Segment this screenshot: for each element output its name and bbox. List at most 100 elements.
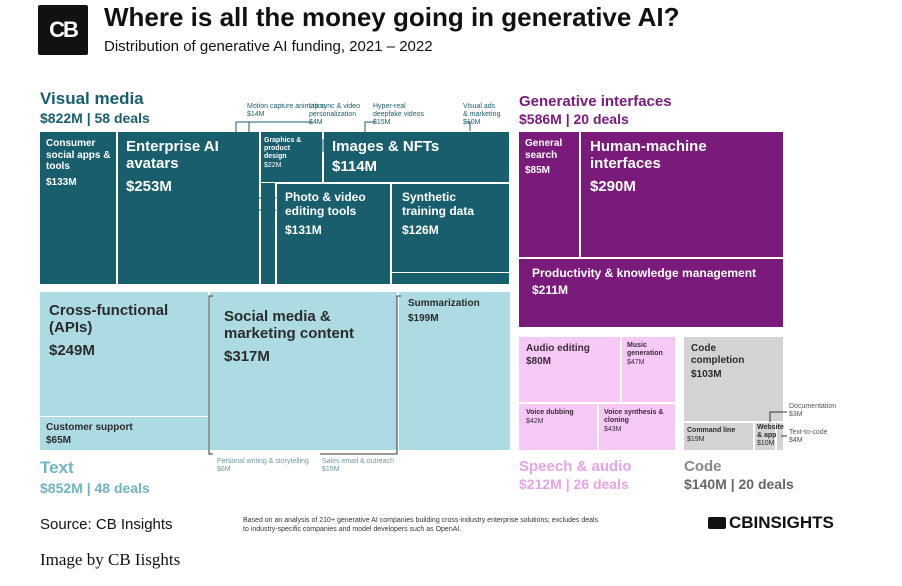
tile-value: $290M bbox=[590, 178, 636, 195]
chart-title: Where is all the money going in generati… bbox=[104, 2, 680, 32]
tile-graphics-design: Graphics & product design $22M bbox=[260, 131, 323, 183]
tile-general-search: General search $85M bbox=[518, 131, 580, 258]
callout-motion-capture: Motion capture animation $14M bbox=[247, 103, 326, 119]
tile-label: Graphics & product design bbox=[264, 137, 302, 161]
cbinsights-logo-icon bbox=[708, 517, 726, 529]
tile-label: Voice synthesis & cloning bbox=[604, 409, 664, 425]
tile-label: Command line bbox=[687, 427, 736, 434]
group-name-code: Code bbox=[684, 458, 722, 475]
group-stats-speech-audio: $212M | 26 deals bbox=[519, 476, 629, 492]
tile-label: Consumer social apps & tools bbox=[46, 138, 111, 172]
tile-value: $42M bbox=[526, 418, 544, 425]
tile-label: Human-machine interfaces bbox=[590, 138, 707, 173]
tile-label: Productivity & knowledge management bbox=[532, 266, 757, 280]
tile-value: $22M bbox=[264, 162, 282, 169]
tile-value: $249M bbox=[49, 342, 95, 359]
tile-audio-editing: Audio editing $80M bbox=[518, 336, 621, 403]
callout-label: Motion capture animation bbox=[247, 103, 326, 110]
callout-value: $10M bbox=[463, 119, 481, 127]
leader-deepfake bbox=[322, 121, 375, 152]
tile-label: Summarization bbox=[408, 298, 480, 309]
tile-website-app bbox=[754, 422, 776, 451]
tile-value: $199M bbox=[408, 313, 439, 324]
tile-voice-dubbing: Voice dubbing $42M bbox=[518, 403, 598, 451]
tile-label: Cross-functional (APIs) bbox=[49, 302, 169, 337]
group-name-speech-audio: Speech & audio bbox=[519, 458, 632, 475]
tile-label: General search bbox=[525, 138, 563, 161]
source-text: Source: CB Insights bbox=[40, 516, 173, 533]
tile-music-generation: Music generation $47M bbox=[621, 336, 676, 403]
callout-label: Sales email & outreach bbox=[322, 458, 394, 465]
callout-deepfake: Hyper-real deepfake videos $15M bbox=[373, 103, 425, 127]
tile-synthetic-data: Synthetic training data $126M bbox=[391, 183, 510, 285]
tile-value: $253M bbox=[126, 178, 172, 195]
image-credit: Image by CB Iisghts bbox=[40, 550, 181, 569]
tile-value: $65M bbox=[46, 435, 72, 446]
cbinsights-brand: CBINSIGHTS bbox=[708, 513, 834, 533]
tile-value: $126M bbox=[402, 223, 439, 237]
callout-visual-ads: Visual ads & marketing $10M bbox=[463, 103, 501, 127]
tile-label: Synthetic training data bbox=[402, 190, 475, 218]
tile-label: Customer support bbox=[46, 422, 133, 433]
callout-value: $6M bbox=[217, 466, 231, 474]
group-stats-visual-media: $822M | 58 deals bbox=[40, 110, 150, 126]
tile-customer-support: Customer support $65M bbox=[39, 416, 209, 451]
callout-personal-writing: Personal writing & storytelling $6M bbox=[217, 458, 309, 474]
group-name-generative-interfaces: Generative interfaces bbox=[519, 93, 672, 110]
tile-value: $114M bbox=[332, 158, 378, 175]
tile-label: Social media & marketing content bbox=[224, 308, 355, 343]
callout-value: $3M bbox=[789, 411, 803, 419]
callout-label: Personal writing & storytelling bbox=[217, 458, 309, 465]
tile-value: $133M bbox=[46, 177, 77, 188]
callout-label: Hyper-real deepfake videos bbox=[373, 103, 424, 119]
group-stats-code: $140M | 20 deals bbox=[684, 476, 794, 492]
tile-value: $80M bbox=[526, 356, 552, 367]
tile-label: Enterprise AI avatars bbox=[126, 138, 219, 173]
tile-label: Code completion bbox=[691, 343, 745, 366]
callout-label: Documentation bbox=[789, 403, 837, 410]
callout-value: $14M bbox=[247, 111, 265, 119]
tile-value: $10M bbox=[757, 440, 775, 448]
chart-subtitle: Distribution of generative AI funding, 2… bbox=[104, 38, 433, 55]
tile-value: $19M bbox=[687, 436, 705, 443]
brand-label: CBINSIGHTS bbox=[729, 513, 834, 532]
group-stats-text: $852M | 48 deals bbox=[40, 480, 150, 496]
leader-lipsync bbox=[248, 121, 312, 199]
callout-label: Visual ads & marketing bbox=[463, 103, 501, 119]
group-stats-generative-interfaces: $586M | 20 deals bbox=[519, 111, 629, 127]
tile-summarization: Summarization $199M bbox=[398, 291, 511, 451]
callout-value: $15M bbox=[373, 119, 391, 127]
group-name-visual-media: Visual media bbox=[40, 89, 144, 108]
logo-text: CB bbox=[49, 17, 79, 42]
tile-social-media: Social media & marketing content $317M bbox=[209, 291, 398, 451]
tile-value: $85M bbox=[525, 165, 551, 176]
callout-value: $4M bbox=[309, 119, 323, 127]
tile-value: $211M bbox=[532, 283, 569, 297]
cb-logo: CB bbox=[38, 5, 88, 55]
leader-personal bbox=[208, 295, 213, 455]
tile-label: Images & NFTs bbox=[332, 138, 440, 155]
tile-voice-synthesis: Voice synthesis & cloning $43M bbox=[598, 403, 676, 451]
callout-label: Lip sync & video personalization bbox=[309, 103, 360, 119]
tile-value: $47M bbox=[627, 359, 645, 366]
tile-label: Voice dubbing bbox=[526, 409, 574, 416]
tile-command-line: Command line $19M bbox=[683, 422, 754, 451]
leader-motion bbox=[235, 121, 276, 211]
tile-photo-video: Photo & video editing tools $131M bbox=[276, 183, 391, 285]
callout-lip-sync: Lip sync & video personalization $4M bbox=[309, 103, 361, 127]
leader-documentation bbox=[769, 411, 787, 422]
callout-text-to-code: Text-to-code $4M bbox=[789, 429, 833, 445]
group-name-text: Text bbox=[40, 458, 74, 477]
callout-value: $15M bbox=[322, 466, 340, 474]
footnote: Based on an analysis of 210+ generative … bbox=[243, 517, 599, 534]
tile-value: $103M bbox=[691, 369, 722, 380]
tile-deepfake bbox=[391, 272, 510, 285]
tile-label: Photo & video editing tools bbox=[285, 190, 366, 218]
leader-sales bbox=[320, 295, 401, 455]
tile-consumer-social: Consumer social apps & tools $133M bbox=[39, 131, 117, 285]
tile-productivity: Productivity & knowledge management $211… bbox=[518, 258, 784, 328]
callout-sales-email: Sales email & outreach $15M bbox=[322, 458, 394, 474]
tile-label: Music generation bbox=[627, 342, 663, 358]
tile-human-machine: Human-machine interfaces $290M bbox=[580, 131, 784, 258]
